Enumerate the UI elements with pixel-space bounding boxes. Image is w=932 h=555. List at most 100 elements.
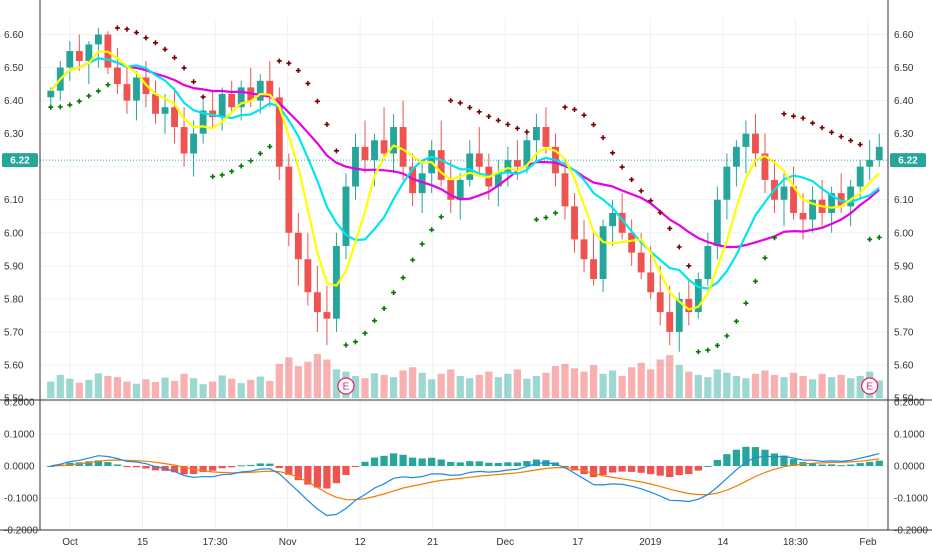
sar-dot (867, 236, 873, 242)
macd-histogram-bar (94, 460, 102, 466)
sar-dot (876, 234, 882, 240)
sar-dot (191, 79, 197, 85)
macd-histogram-bar (608, 466, 617, 473)
volume-bar (275, 363, 283, 398)
volume-bar (570, 368, 579, 398)
price-tag-label: 6.22 (898, 156, 918, 167)
volume-bar (494, 377, 502, 398)
sar-dot (600, 135, 606, 141)
sar-dot (372, 318, 378, 324)
macd-histogram-bar (132, 466, 141, 468)
volume-bar (132, 383, 141, 398)
macd-histogram-bar (123, 466, 131, 468)
sar-dot (419, 241, 425, 247)
candle-body (152, 94, 159, 114)
y-axis-label-left: 6.00 (4, 228, 24, 239)
candle-body (180, 127, 188, 154)
candle-body (294, 232, 302, 260)
candle-body (266, 80, 274, 98)
candle-body (590, 259, 597, 280)
sar-dot (314, 98, 320, 104)
macd-histogram-bar (856, 463, 864, 466)
macd-axis-label-right: 0.1000 (894, 430, 925, 441)
y-axis-label-left: 5.60 (4, 360, 24, 371)
macd-histogram-bar (599, 466, 607, 476)
macd-histogram-bar (837, 465, 845, 467)
y-axis-label-left: 6.50 (4, 63, 24, 74)
volume-bar (847, 378, 855, 398)
sar-dot (67, 102, 73, 108)
candle-body (352, 146, 359, 187)
ma-fast-line (49, 50, 880, 311)
candle-body (647, 272, 655, 293)
sar-dot (400, 275, 406, 281)
macd-histogram-bar (409, 457, 417, 466)
volume-bar (304, 361, 312, 398)
volume-bar (228, 378, 236, 398)
earnings-marker-label: E (343, 382, 350, 393)
sar-dot (133, 30, 139, 36)
candle-body (713, 199, 721, 246)
y-axis-label-left: 5.50 (4, 394, 24, 405)
candle-body (123, 84, 131, 101)
sar-dot (219, 172, 225, 178)
macd-histogram-bar (342, 466, 350, 475)
sar-dot (505, 121, 511, 127)
macd-histogram-bar (828, 464, 836, 466)
sar-dot (153, 40, 159, 46)
candle-body (761, 153, 769, 180)
sar-dot (352, 339, 358, 345)
macd-histogram-bar (294, 466, 302, 481)
macd-histogram-bar (656, 466, 664, 476)
macd-histogram-bar (618, 466, 626, 472)
sar-dot (857, 142, 863, 148)
sar-dot (838, 134, 844, 140)
candle-body (866, 160, 874, 167)
x-tick-label: Dec (496, 537, 514, 548)
macd-histogram-bar (304, 466, 312, 485)
sar-dot (705, 347, 711, 353)
candle-body (618, 212, 626, 233)
x-tick-label: Feb (859, 537, 877, 548)
volume-bar (770, 374, 779, 398)
sar-dot (324, 121, 330, 127)
y-axis-label-right: 6.10 (894, 195, 914, 206)
candle-body (837, 193, 845, 207)
macd-histogram-bar (266, 463, 274, 466)
macd-histogram-bar (275, 466, 283, 469)
candle-body (875, 146, 883, 161)
parabolic-sar (48, 25, 882, 355)
candle-body (580, 239, 588, 260)
sar-dot (200, 94, 206, 100)
macd-histogram-bar (285, 466, 293, 475)
volume-bar (875, 380, 883, 398)
volume-bar (666, 355, 674, 398)
volume-bar (189, 378, 198, 398)
volume-bar (209, 381, 217, 398)
x-tick-label: Nov (279, 537, 297, 548)
sar-dot (248, 158, 254, 164)
earnings-marker-label: E (866, 382, 873, 393)
sar-dot (95, 88, 101, 94)
sar-dot (86, 93, 92, 99)
candle-body (571, 206, 578, 240)
macd-histogram-bar (47, 466, 55, 467)
volume-bar (409, 367, 417, 398)
volume-bar (85, 379, 93, 398)
price-tag (890, 153, 926, 168)
candle-body (809, 199, 817, 220)
macd-histogram-bar (808, 462, 817, 466)
sar-dot (724, 333, 730, 339)
macd-histogram-bar (209, 466, 217, 471)
sar-dot (610, 150, 616, 156)
candle-body (218, 94, 226, 118)
candle-body (752, 133, 759, 154)
candle-body (94, 34, 102, 45)
y-axis-label-right: 6.30 (894, 129, 914, 140)
sar-dot (629, 177, 635, 183)
volume-bar (599, 373, 607, 398)
sar-dot (410, 257, 416, 263)
volume-bar (561, 363, 569, 398)
macd-histogram-bar (389, 453, 398, 466)
